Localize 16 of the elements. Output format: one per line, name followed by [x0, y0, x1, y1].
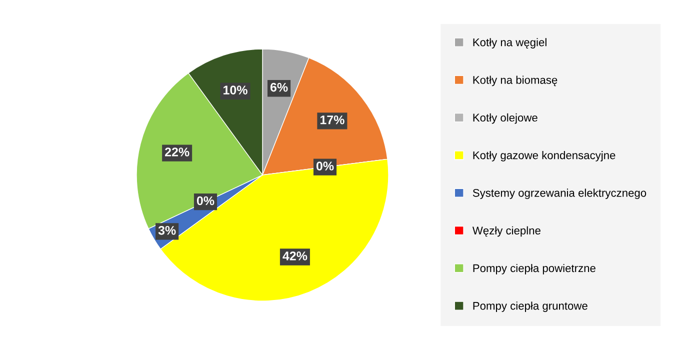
data-label: 42%	[282, 252, 308, 260]
data-label: 17%	[320, 115, 344, 124]
data-label: 10%	[224, 86, 248, 94]
legend-label: Kotły na węgiel	[473, 38, 546, 48]
legend-label: Kotły olejowe	[473, 113, 538, 124]
data-label: 22%	[164, 148, 190, 156]
legend-label: Kotły na biomasę	[473, 76, 558, 86]
legend-label: Systemy ogrzewania elektrycznego	[472, 188, 646, 200]
legend-label: Pompy ciepła gruntowe	[473, 302, 588, 312]
data-label: 3%	[158, 226, 176, 235]
text: 0%	[196, 196, 214, 206]
legend-label: Kotły gazowe kondensacyjne	[473, 151, 616, 162]
text: 0%	[316, 162, 334, 170]
legend-label: Pompy ciepła powietrzne	[473, 264, 596, 274]
data-label: 6%	[270, 82, 288, 92]
legend-label: Węzły cieplne	[472, 226, 540, 237]
